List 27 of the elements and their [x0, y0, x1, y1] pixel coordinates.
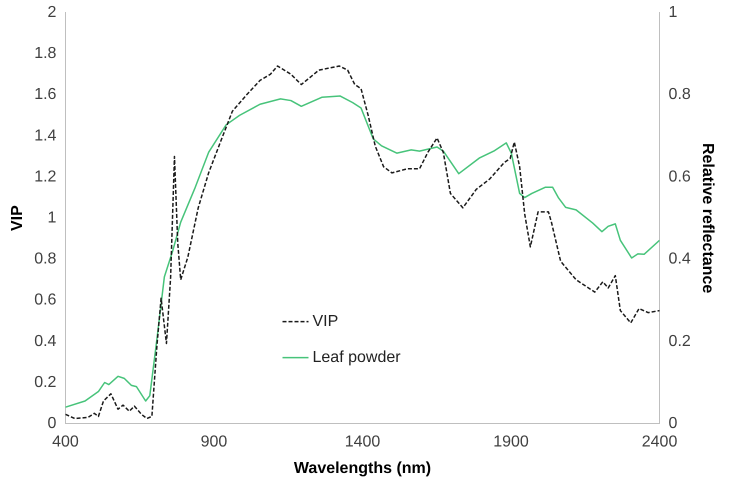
legend-label: VIP	[312, 313, 338, 330]
y2-tick-label: 0.6	[668, 168, 691, 186]
x-tick-label: 2400	[642, 434, 678, 451]
y-tick-label: 1.8	[34, 45, 57, 62]
x-tick-label: 1400	[344, 434, 380, 451]
x-tick-label: 1900	[493, 434, 529, 451]
y-tick-label: 1.2	[34, 168, 57, 186]
y-tick-label: 1.6	[34, 86, 57, 104]
y-tick-label: 0.2	[34, 374, 57, 391]
y2-tick-label: 1	[668, 4, 678, 22]
y2-tick-label: 0.2	[668, 332, 691, 350]
y-tick-label: 2	[48, 4, 57, 22]
y-tick-label: 0	[48, 415, 57, 432]
y2-tick-label: 0.8	[668, 86, 691, 104]
y-tick-label: 0.4	[34, 332, 57, 350]
y-tick-label: 0.8	[34, 250, 57, 268]
y2-tick-label: 0.4	[668, 250, 691, 268]
y2-axis-title: Relative reflectance	[698, 142, 716, 294]
y-axis-title: VIP	[9, 204, 26, 231]
y-tick-label: 1.4	[34, 127, 57, 144]
x-tick-label: 900	[200, 434, 228, 451]
legend-label: Leaf powder	[312, 349, 402, 366]
x-tick-label: 400	[52, 434, 79, 451]
y-tick-label: 0.6	[34, 292, 57, 309]
y-tick-label: 1	[48, 210, 57, 227]
x-axis-title: Wavelengths (nm)	[294, 460, 432, 477]
y2-tick-label: 0	[668, 415, 678, 432]
